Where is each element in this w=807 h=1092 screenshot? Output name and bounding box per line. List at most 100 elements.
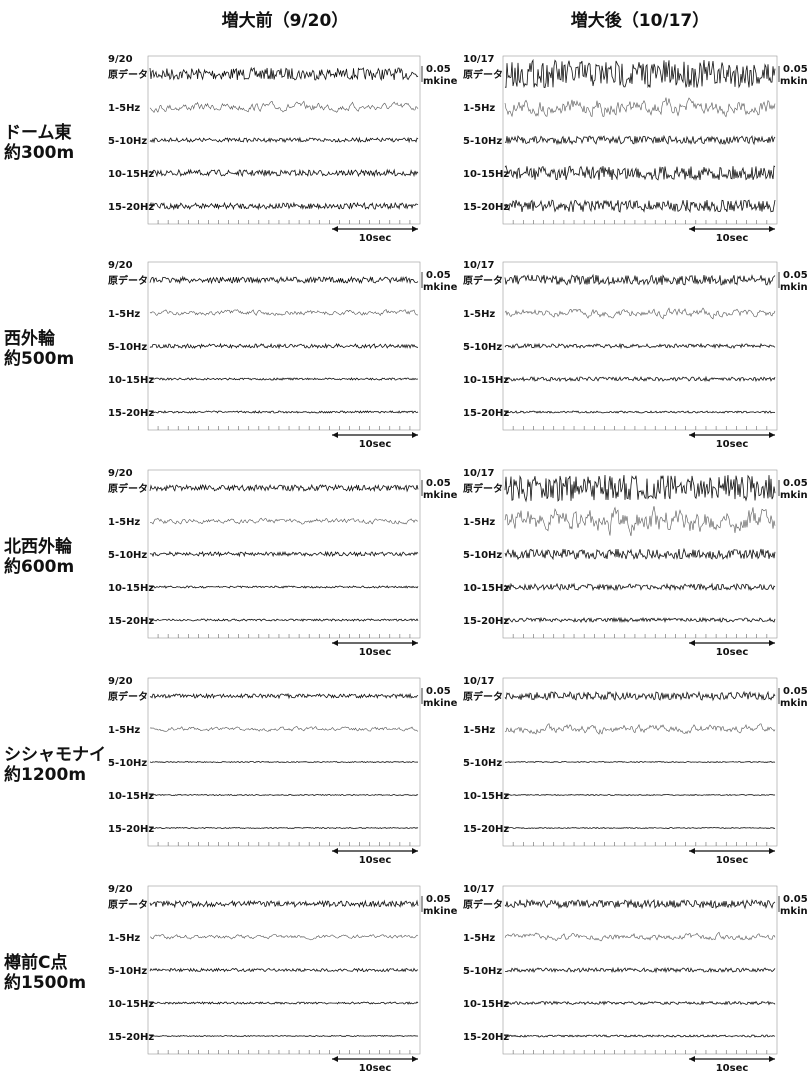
time-scale-label: 10sec [716, 439, 749, 450]
time-scale-label: 10sec [716, 647, 749, 658]
trace-label: 15-20Hz [463, 1032, 509, 1043]
trace-label: 1-5Hz [108, 933, 140, 944]
scale-unit: mkine [423, 76, 458, 87]
waveform [504, 97, 776, 118]
panel-frame [147, 885, 421, 1055]
trace-label: 1-5Hz [108, 517, 140, 528]
waveform [149, 934, 419, 941]
panel-frame [502, 55, 778, 225]
waveform [149, 692, 419, 700]
waveform [149, 967, 419, 973]
waveform [149, 342, 418, 350]
time-scale-label: 10sec [359, 855, 392, 866]
trace-label: 原データ [463, 898, 503, 911]
scale-unit: mkine [423, 282, 458, 293]
waveform [149, 899, 419, 909]
scale-unit: mkine [780, 906, 807, 917]
panel-frame [502, 261, 778, 431]
trace-label: 10-15Hz [463, 583, 509, 594]
trace-label: 15-20Hz [108, 616, 154, 627]
trace-label: 10-15Hz [463, 169, 509, 180]
station-distance: 約1200m [4, 764, 86, 785]
panel-frame [147, 261, 421, 431]
trace-label: 10-15Hz [463, 375, 509, 386]
time-scale-label: 10sec [716, 1063, 749, 1074]
scale-value: 0.05 [426, 686, 451, 697]
waveform [504, 342, 776, 350]
trace-label: 15-20Hz [463, 824, 509, 835]
waveform [149, 1001, 419, 1005]
trace-label: 1-5Hz [108, 309, 140, 320]
waveform [504, 410, 776, 414]
trace-label: 原データ [108, 690, 148, 703]
station-name: ドーム東 [4, 122, 72, 143]
waveform [149, 1034, 419, 1038]
waveform [504, 134, 776, 146]
scale-unit: mkine [780, 282, 807, 293]
scale-unit: mkine [423, 490, 458, 501]
trace-label: 5-10Hz [108, 758, 147, 769]
trace-label: 10-15Hz [108, 583, 154, 594]
panel-frame [147, 469, 421, 639]
time-scale-label: 10sec [359, 233, 392, 244]
waveform [149, 517, 419, 525]
scale-value: 0.05 [783, 478, 807, 489]
trace-label: 10-15Hz [108, 375, 154, 386]
waveform [504, 1034, 776, 1038]
panel-date: 9/20 [108, 260, 133, 271]
waveform [504, 793, 776, 797]
trace-label: 原データ [463, 68, 503, 81]
trace-label: 5-10Hz [463, 342, 502, 353]
station-name: シシャモナイ [4, 745, 106, 765]
trace-label: 10-15Hz [108, 999, 154, 1010]
panel-date: 9/20 [108, 468, 133, 479]
time-scale-label: 10sec [359, 647, 392, 658]
station-name: 樽前C点 [4, 952, 67, 973]
panel-date: 9/20 [108, 676, 133, 687]
panel-frame [502, 885, 778, 1055]
trace-label: 5-10Hz [463, 550, 502, 561]
trace-label: 原データ [463, 690, 503, 703]
scale-unit: mkine [423, 906, 458, 917]
panel-date: 10/17 [463, 260, 495, 271]
trace-label: 15-20Hz [463, 408, 509, 419]
waveform [504, 1000, 776, 1006]
scale-value: 0.05 [783, 270, 807, 281]
time-scale-label: 10sec [359, 439, 392, 450]
station-distance: 約600m [4, 556, 74, 577]
waveform [149, 275, 419, 285]
trace-label: 10-15Hz [463, 791, 509, 802]
waveform [504, 165, 776, 181]
waveform [149, 168, 419, 178]
panel-frame [147, 677, 421, 847]
scale-unit: mkine [423, 698, 458, 709]
waveform [149, 827, 419, 830]
waveform [149, 377, 419, 381]
waveform [504, 506, 776, 537]
waveform [504, 616, 776, 623]
scale-value: 0.05 [426, 270, 451, 281]
station-name: 西外輪 [4, 328, 56, 349]
trace-label: 原データ [108, 898, 148, 911]
trace-label: 15-20Hz [108, 1032, 154, 1043]
trace-label: 1-5Hz [463, 517, 495, 528]
waveform [504, 307, 776, 320]
station-distance: 約300m [4, 142, 74, 163]
panel-date: 10/17 [463, 676, 495, 687]
column-title: 増大後（10/17） [571, 10, 710, 31]
waveform [149, 66, 419, 82]
panel-date: 9/20 [108, 54, 133, 65]
waveform [149, 410, 419, 414]
panel-date: 10/17 [463, 54, 495, 65]
panel-date: 10/17 [463, 468, 495, 479]
trace-label: 5-10Hz [108, 342, 147, 353]
time-scale-label: 10sec [716, 233, 749, 244]
trace-label: 15-20Hz [463, 202, 509, 213]
waveform [504, 199, 776, 214]
trace-label: 1-5Hz [463, 933, 495, 944]
waveform [149, 618, 419, 622]
waveform [504, 273, 776, 286]
trace-label: 5-10Hz [463, 758, 502, 769]
waveform [505, 966, 776, 974]
